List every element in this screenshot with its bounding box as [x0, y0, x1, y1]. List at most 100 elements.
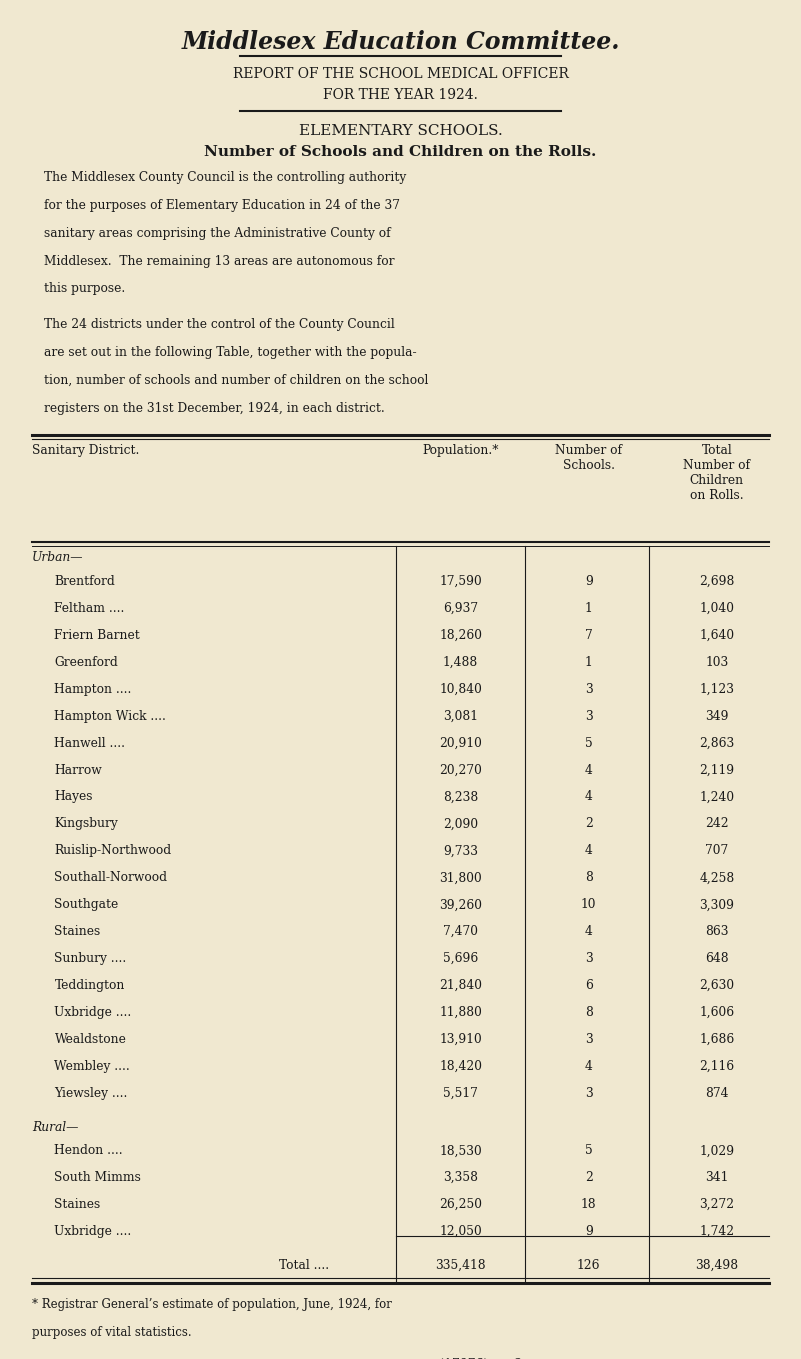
- Text: 335,418: 335,418: [435, 1258, 486, 1272]
- Text: Middlesex Education Committee.: Middlesex Education Committee.: [181, 30, 620, 54]
- Text: 18,260: 18,260: [439, 629, 482, 641]
- Text: 8: 8: [585, 871, 593, 885]
- Text: 1,640: 1,640: [699, 629, 735, 641]
- Text: 3,309: 3,309: [699, 898, 735, 912]
- Text: 9: 9: [585, 1224, 593, 1238]
- Text: 12,050: 12,050: [439, 1224, 482, 1238]
- Text: Middlesex.  The remaining 13 areas are autonomous for: Middlesex. The remaining 13 areas are au…: [44, 254, 395, 268]
- Text: Ruislip-Northwood: Ruislip-Northwood: [54, 844, 171, 858]
- Text: 2: 2: [585, 817, 593, 830]
- Text: 242: 242: [705, 817, 729, 830]
- Text: 6: 6: [585, 978, 593, 992]
- Text: Rural—: Rural—: [32, 1121, 78, 1133]
- Text: 10: 10: [581, 898, 597, 912]
- Text: 9,733: 9,733: [443, 844, 478, 858]
- Text: 1,686: 1,686: [699, 1033, 735, 1046]
- Text: 13,910: 13,910: [439, 1033, 482, 1046]
- Text: 2,116: 2,116: [699, 1060, 735, 1074]
- Text: Sanitary District.: Sanitary District.: [32, 443, 139, 457]
- Text: registers on the 31st December, 1924, in each district.: registers on the 31st December, 1924, in…: [44, 402, 384, 414]
- Text: Wealdstone: Wealdstone: [54, 1033, 127, 1046]
- Text: 10,840: 10,840: [439, 682, 482, 696]
- Text: 3,081: 3,081: [443, 709, 478, 723]
- Text: REPORT OF THE SCHOOL MEDICAL OFFICER: REPORT OF THE SCHOOL MEDICAL OFFICER: [232, 68, 569, 82]
- Text: Southall-Norwood: Southall-Norwood: [54, 871, 167, 885]
- Text: Harrow: Harrow: [54, 764, 103, 776]
- Text: 349: 349: [705, 709, 729, 723]
- Text: 2,630: 2,630: [699, 978, 735, 992]
- Text: 3: 3: [585, 1033, 593, 1046]
- Text: 1,040: 1,040: [699, 602, 735, 614]
- Text: purposes of vital statistics.: purposes of vital statistics.: [32, 1325, 191, 1339]
- Text: 20,910: 20,910: [439, 737, 482, 750]
- Text: Staines: Staines: [54, 1199, 101, 1211]
- Text: Hanwell ....: Hanwell ....: [54, 737, 126, 750]
- Text: Kingsbury: Kingsbury: [54, 817, 119, 830]
- Text: Population.*: Population.*: [422, 443, 499, 457]
- Text: South Mimms: South Mimms: [54, 1171, 141, 1184]
- Text: 2,863: 2,863: [699, 737, 735, 750]
- Text: Staines: Staines: [54, 925, 101, 938]
- Text: 17,590: 17,590: [439, 575, 482, 588]
- Text: 21,840: 21,840: [439, 978, 482, 992]
- Text: 707: 707: [705, 844, 729, 858]
- Text: 1: 1: [585, 656, 593, 669]
- Text: 3: 3: [585, 682, 593, 696]
- Text: 26,250: 26,250: [439, 1199, 482, 1211]
- Text: Teddington: Teddington: [54, 978, 125, 992]
- Text: 3,272: 3,272: [699, 1199, 735, 1211]
- Text: 9: 9: [585, 575, 593, 588]
- Text: The 24 districts under the control of the County Council: The 24 districts under the control of th…: [44, 318, 395, 332]
- Text: Yiewsley ....: Yiewsley ....: [54, 1087, 128, 1099]
- Text: Feltham ....: Feltham ....: [54, 602, 125, 614]
- Text: 1,606: 1,606: [699, 1006, 735, 1019]
- Text: 7: 7: [585, 629, 593, 641]
- Text: 18,420: 18,420: [439, 1060, 482, 1074]
- Text: 1,742: 1,742: [699, 1224, 735, 1238]
- Text: this purpose.: this purpose.: [44, 283, 125, 295]
- Text: 103: 103: [705, 656, 729, 669]
- Text: 5: 5: [585, 1144, 593, 1158]
- Text: 5,696: 5,696: [443, 953, 478, 965]
- Text: 863: 863: [705, 925, 729, 938]
- Text: 2,698: 2,698: [699, 575, 735, 588]
- Text: Hendon ....: Hendon ....: [54, 1144, 123, 1158]
- Text: 2: 2: [585, 1171, 593, 1184]
- Text: 4: 4: [585, 791, 593, 803]
- Text: 126: 126: [577, 1258, 601, 1272]
- Text: 3: 3: [585, 953, 593, 965]
- Text: 3: 3: [585, 1087, 593, 1099]
- Text: 39,260: 39,260: [439, 898, 482, 912]
- Text: 5,517: 5,517: [443, 1087, 478, 1099]
- Text: 1,029: 1,029: [699, 1144, 735, 1158]
- Text: 1,123: 1,123: [699, 682, 735, 696]
- Text: * Registrar General’s estimate of population, June, 1924, for: * Registrar General’s estimate of popula…: [32, 1298, 392, 1311]
- Text: Greenford: Greenford: [54, 656, 119, 669]
- Text: 1: 1: [585, 602, 593, 614]
- Text: 1,488: 1,488: [443, 656, 478, 669]
- Text: 4: 4: [585, 1060, 593, 1074]
- Text: 8,238: 8,238: [443, 791, 478, 803]
- Text: sanitary areas comprising the Administrative County of: sanitary areas comprising the Administra…: [44, 227, 391, 239]
- Text: 874: 874: [705, 1087, 729, 1099]
- Text: Number of Schools and Children on the Rolls.: Number of Schools and Children on the Ro…: [204, 145, 597, 159]
- Text: Uxbridge ....: Uxbridge ....: [54, 1006, 131, 1019]
- Text: Total ....: Total ....: [280, 1258, 329, 1272]
- Text: Urban—: Urban—: [32, 552, 83, 564]
- Text: Hayes: Hayes: [54, 791, 93, 803]
- Text: 18,530: 18,530: [439, 1144, 482, 1158]
- Text: Southgate: Southgate: [54, 898, 119, 912]
- Text: 6,937: 6,937: [443, 602, 478, 614]
- Text: 4: 4: [585, 764, 593, 776]
- Text: 8: 8: [585, 1006, 593, 1019]
- Text: 2,090: 2,090: [443, 817, 478, 830]
- Text: Uxbridge ....: Uxbridge ....: [54, 1224, 131, 1238]
- Text: 2,119: 2,119: [699, 764, 735, 776]
- Text: Sunbury ....: Sunbury ....: [54, 953, 127, 965]
- Text: are set out in the following Table, together with the popula-: are set out in the following Table, toge…: [44, 347, 417, 359]
- Text: 341: 341: [705, 1171, 729, 1184]
- Text: 20,270: 20,270: [439, 764, 482, 776]
- Text: 3,358: 3,358: [443, 1171, 478, 1184]
- Text: FOR THE YEAR 1924.: FOR THE YEAR 1924.: [323, 88, 478, 102]
- Text: Wembley ....: Wembley ....: [54, 1060, 131, 1074]
